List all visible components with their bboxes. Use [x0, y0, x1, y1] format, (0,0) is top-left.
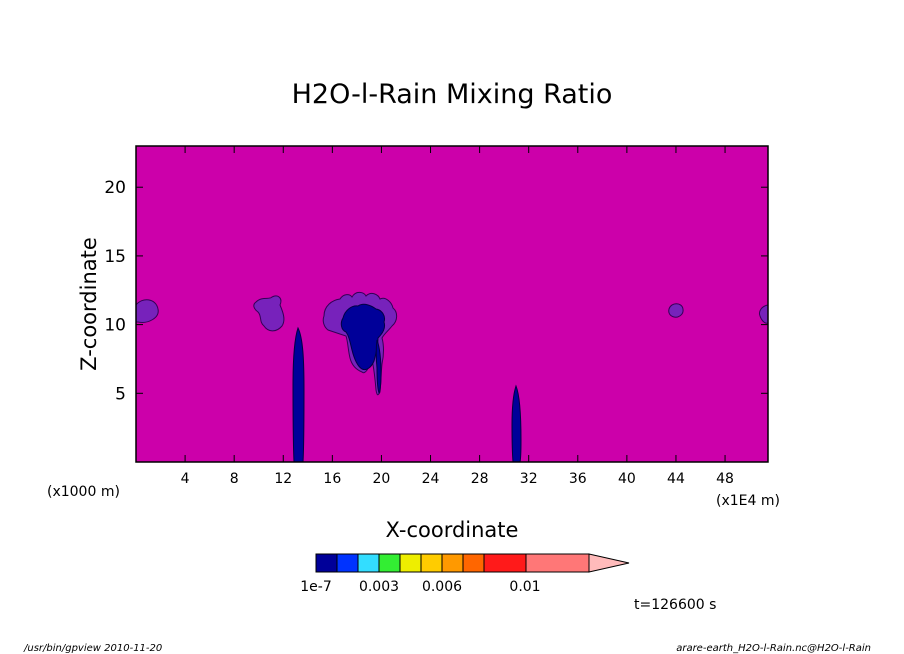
x-unit-left: (x1000 m) [47, 484, 120, 500]
x-tick-label: 16 [323, 471, 341, 487]
contour-features [135, 291, 769, 463]
colorbar-swatch [420, 553, 443, 573]
contour-cell-left-edge [135, 299, 159, 323]
plot-background [136, 146, 768, 462]
x-tick-label: 8 [230, 471, 239, 487]
footer-left: /usr/bin/gpview 2010-11-20 [23, 643, 162, 654]
footer-right: arare-earth_H2O-l-Rain.nc@H2O-l-Rain [676, 643, 871, 654]
colorbar-swatch [399, 553, 422, 573]
colorbar-swatch [462, 553, 485, 573]
x-tick-label: 36 [569, 471, 587, 487]
x-tick-label: 20 [373, 471, 391, 487]
plot-area [135, 145, 769, 463]
colorbar-label: 0.01 [509, 579, 540, 595]
x-tick-label: 48 [716, 471, 734, 487]
x-tick-label: 4 [181, 471, 190, 487]
y-tick-label: 10 [104, 316, 126, 336]
colorbar-labels: 1e-7 0.003 0.006 0.01 [300, 579, 540, 595]
x-axis: 4 8 12 16 20 24 28 32 36 40 44 48 [181, 146, 734, 487]
colorbar-swatch [441, 553, 464, 573]
colorbar-swatch [357, 553, 380, 573]
y-axis: 5 10 15 20 [104, 178, 768, 404]
colorbar-label: 0.006 [422, 579, 462, 595]
colorbar-swatch [315, 553, 338, 573]
x-unit-right: (x1E4 m) [716, 493, 780, 509]
colorbar-swatch [336, 553, 359, 573]
contour-cluster-drip [375, 339, 382, 394]
plot-frame [135, 145, 769, 463]
colorbar [315, 553, 630, 573]
x-tick-label: 32 [520, 471, 538, 487]
colorbar-swatch [483, 553, 527, 573]
x-tick-label: 40 [618, 471, 636, 487]
x-tick-label: 12 [274, 471, 292, 487]
y-tick-label: 5 [115, 384, 126, 404]
x-tick-label: 28 [471, 471, 489, 487]
x-tick-label: 44 [667, 471, 685, 487]
colorbar-label: 1e-7 [300, 579, 331, 595]
contour-cell-x44 [668, 303, 684, 318]
contour-cell-x11 [253, 295, 285, 332]
contour-cell-right-edge [759, 304, 769, 324]
contour-rain-shaft-x13 [292, 326, 305, 463]
colorbar-swatch [378, 553, 401, 573]
time-label: t=126600 s [634, 597, 716, 613]
x-axis-label: X-coordinate [386, 518, 519, 542]
x-tick-label: 24 [422, 471, 440, 487]
colorbar-extend-triangle [588, 553, 630, 573]
y-tick-label: 15 [104, 247, 126, 267]
y-tick-label: 20 [104, 178, 126, 198]
y-axis-label: Z-coordinate [77, 237, 101, 371]
chart-title: H2O-l-Rain Mixing Ratio [292, 79, 613, 110]
colorbar-label: 0.003 [359, 579, 399, 595]
colorbar-swatch [525, 553, 590, 573]
